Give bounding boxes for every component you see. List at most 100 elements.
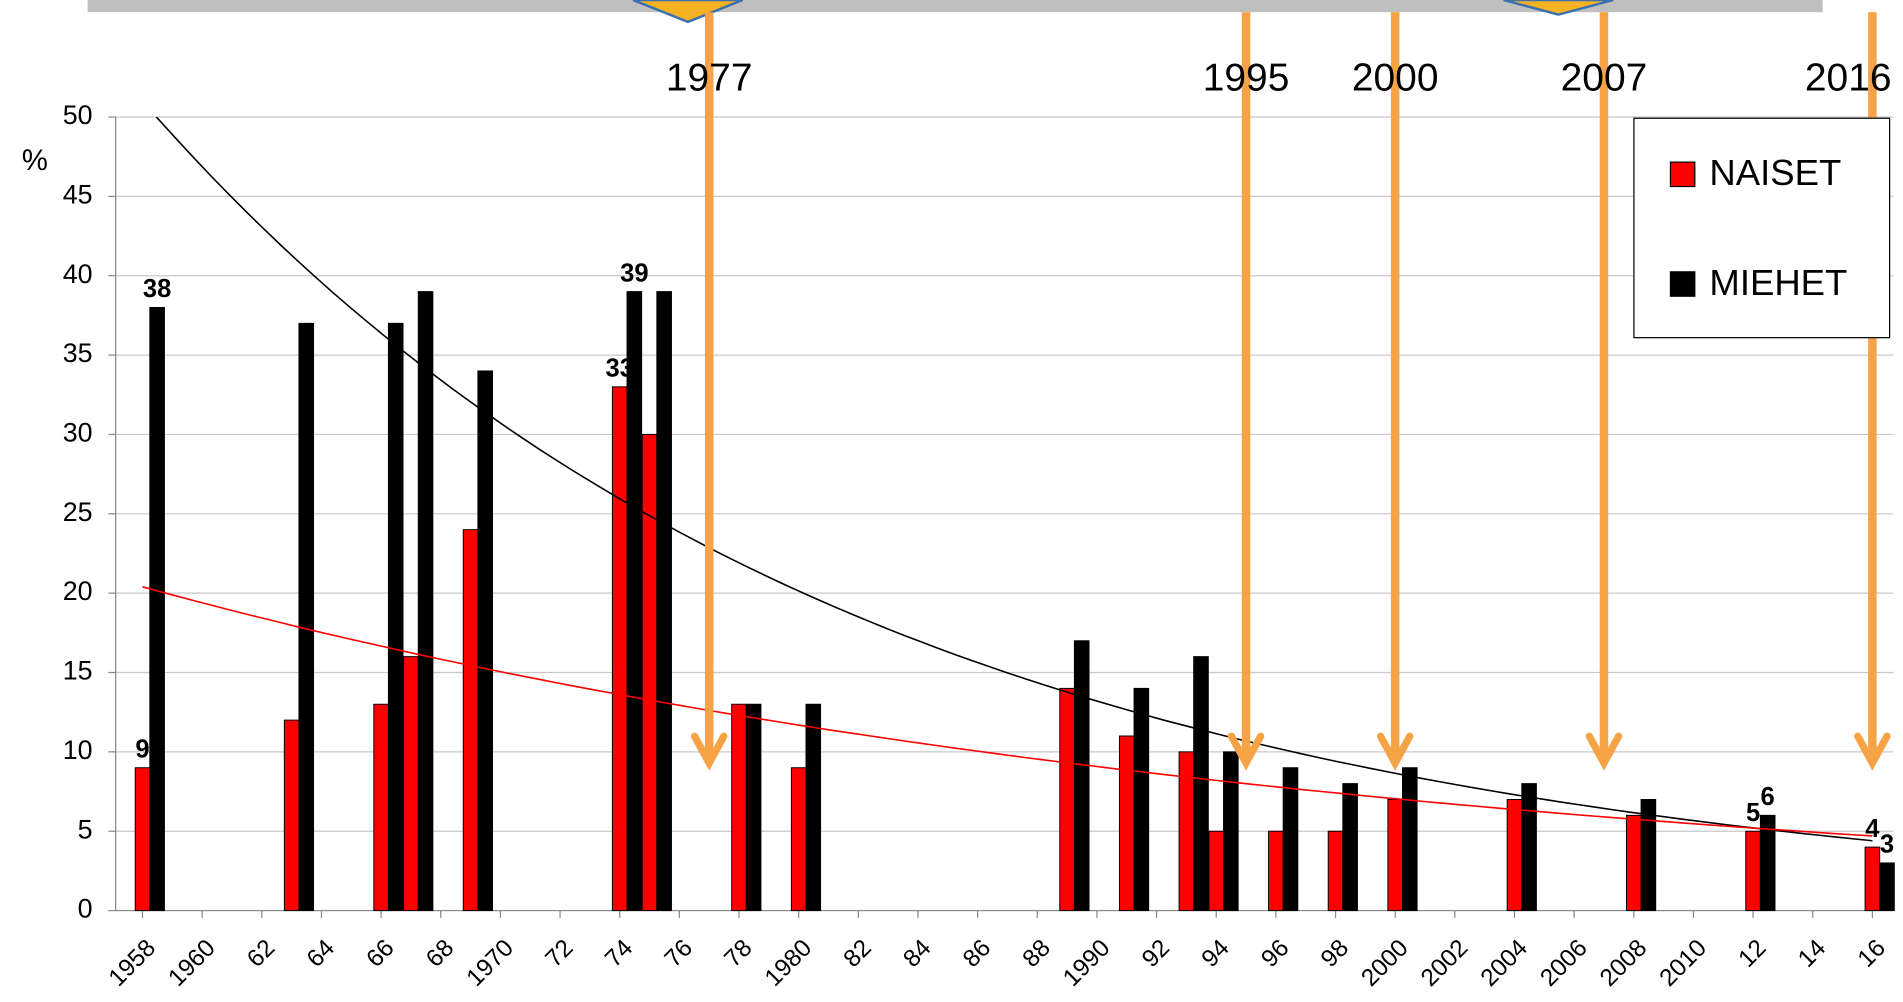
x-tick-label: 98: [1316, 934, 1354, 972]
bar: [1327, 830, 1344, 912]
x-tick-label: 1990: [1058, 934, 1115, 991]
bar: [790, 767, 807, 912]
event-arrowhead: [1585, 732, 1623, 771]
event-arrowhead: [1227, 732, 1265, 771]
bar: [1133, 687, 1150, 912]
bar: [1745, 830, 1761, 912]
bar: [1208, 830, 1225, 912]
x-tick-label: 1970: [462, 934, 519, 991]
bar: [1282, 767, 1299, 912]
bar: [1193, 656, 1209, 912]
x-tick-label: 1958: [104, 934, 161, 991]
legend-box: [1633, 117, 1891, 339]
x-tick-label: 1980: [760, 934, 817, 991]
data-label: 3: [1880, 831, 1894, 859]
bar: [1401, 767, 1418, 912]
top-marker: [1503, 0, 1614, 16]
bar: [1864, 846, 1881, 912]
top-bar: [87, 0, 1823, 13]
y-tick-label: 50: [63, 100, 93, 130]
x-tick-label: 2008: [1595, 934, 1652, 991]
bar: [403, 656, 419, 912]
x-tick-label: 2004: [1476, 934, 1533, 991]
bar: [1059, 687, 1075, 912]
y-tick-label: 10: [63, 735, 93, 765]
x-tick-label: 64: [302, 934, 340, 972]
x-tick-label: 78: [719, 934, 757, 972]
trend-line: [142, 586, 1873, 837]
bar: [1118, 735, 1135, 912]
bar: [1223, 751, 1239, 912]
bar: [731, 703, 747, 912]
event-arrowhead: [690, 732, 728, 771]
bar: [387, 322, 404, 912]
x-tick-label: 96: [1256, 934, 1294, 972]
bar: [656, 291, 672, 912]
y-tick-label: 5: [78, 814, 93, 844]
bar: [298, 322, 315, 912]
x-tick-label: 68: [421, 934, 459, 972]
x-tick-label: 14: [1793, 934, 1831, 972]
bar: [417, 291, 434, 912]
legend-swatch: [1669, 271, 1696, 297]
bar: [149, 306, 165, 912]
bar: [1342, 783, 1358, 912]
x-tick-label: 86: [958, 934, 996, 972]
data-label: 4: [1865, 815, 1880, 843]
x-tick-label: 74: [600, 934, 638, 972]
legend-label: NAISET: [1709, 152, 1841, 193]
y-tick-label: 15: [63, 656, 93, 686]
bar: [1387, 798, 1403, 912]
bar: [1073, 640, 1090, 912]
bar: [283, 719, 300, 912]
x-tick-label: 1960: [163, 934, 220, 991]
data-label: 39: [620, 259, 648, 287]
x-tick-label: 2010: [1655, 934, 1712, 991]
x-tick-label: 12: [1733, 934, 1771, 972]
event-label: 2007: [1561, 57, 1648, 100]
data-label: 6: [1761, 783, 1775, 811]
data-label: 38: [143, 275, 171, 303]
bar: [134, 767, 151, 912]
y-tick-label: 30: [63, 418, 93, 448]
y-tick-label: 40: [63, 259, 93, 289]
y-axis-label: %: [22, 145, 48, 177]
event-arrowhead: [1854, 732, 1891, 771]
trend-line: [155, 117, 1873, 842]
x-tick-label: 2000: [1356, 934, 1413, 991]
x-tick-label: 94: [1197, 934, 1235, 972]
x-tick-label: 16: [1853, 934, 1891, 972]
bar: [745, 703, 762, 912]
event-label: 2016: [1805, 57, 1892, 100]
x-tick-label: 92: [1137, 934, 1175, 972]
bar: [1640, 798, 1657, 912]
data-label: 9: [135, 735, 149, 763]
bar: [1759, 814, 1776, 912]
x-tick-label: 66: [361, 934, 399, 972]
x-tick-label: 2006: [1535, 934, 1592, 991]
y-tick-label: 20: [63, 576, 93, 606]
event-label: 1995: [1203, 57, 1290, 100]
x-tick-label: 76: [660, 934, 698, 972]
top-marker: [632, 0, 744, 24]
x-tick-label: 88: [1018, 934, 1056, 972]
x-tick-label: 62: [242, 934, 280, 972]
legend-swatch: [1669, 161, 1696, 188]
bar: [626, 291, 643, 912]
y-tick-label: 35: [63, 338, 93, 368]
event-arrowhead: [1376, 732, 1414, 771]
bar: [805, 703, 822, 912]
x-tick-label: 84: [898, 934, 936, 972]
x-tick-label: 82: [839, 934, 877, 972]
x-tick-label: 2002: [1416, 934, 1473, 991]
y-tick-label: 45: [63, 179, 93, 209]
bar: [1521, 783, 1537, 912]
x-tick-label: 72: [540, 934, 578, 972]
event-label: 1977: [666, 57, 753, 100]
legend-label: MIEHET: [1709, 262, 1847, 303]
bar: [641, 433, 658, 912]
bar: [477, 370, 493, 912]
bar: [1625, 814, 1642, 912]
data-label: 5: [1746, 799, 1760, 827]
